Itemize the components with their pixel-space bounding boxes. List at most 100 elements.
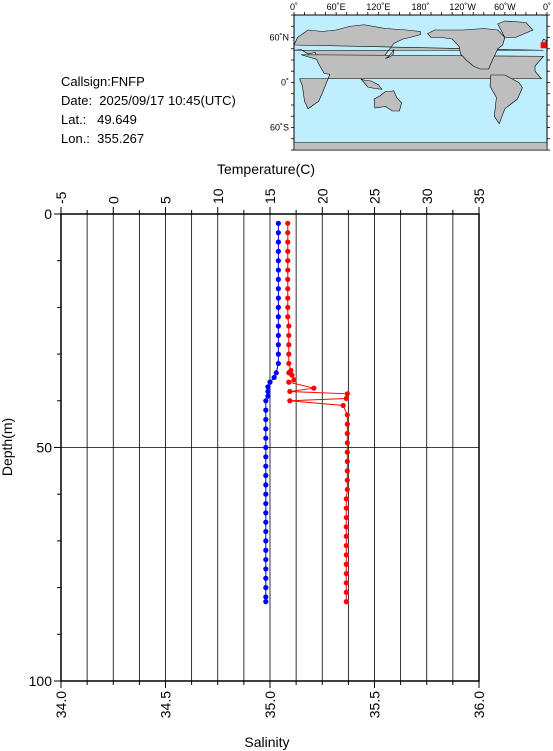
- temperature-point: [286, 332, 292, 339]
- temperature-point: [344, 486, 350, 493]
- salinity-point: [275, 342, 281, 348]
- temperature-point: [343, 496, 349, 502]
- salinity-point: [263, 556, 269, 563]
- temperature-point: [287, 388, 293, 395]
- temperature-point: [344, 458, 350, 465]
- salinity-point: [265, 388, 271, 395]
- map-lon-label: 60˚E: [327, 2, 346, 12]
- salinity-point: [265, 393, 271, 399]
- map-lat-label: 60˚N: [269, 33, 289, 43]
- salinity-point: [263, 575, 269, 581]
- temperature-point: [286, 379, 292, 385]
- salinity-point: [273, 370, 279, 376]
- temperature-point: [285, 258, 291, 264]
- salinity-point: [263, 444, 269, 451]
- temperature-tick-label: -5: [53, 191, 69, 204]
- salinity-point: [275, 323, 281, 329]
- temperature-tick-label: 25: [367, 188, 383, 204]
- temperature-series: [285, 220, 350, 605]
- salinity-point: [263, 594, 269, 600]
- temperature-point: [343, 505, 349, 511]
- salinity-point: [275, 258, 281, 264]
- salinity-point: [275, 248, 281, 254]
- salinity-point: [263, 491, 269, 497]
- salinity-point: [275, 239, 281, 245]
- temperature-point: [343, 542, 349, 549]
- date-text: Date: 2025/09/17 10:45(UTC): [61, 93, 236, 108]
- map-lat-label: 60˚S: [270, 123, 289, 133]
- salinity-point: [263, 463, 269, 469]
- map-frame: [291, 12, 550, 151]
- land-mass: [360, 78, 383, 90]
- map-lon-labels: 0˚ 60˚E 120˚E 180˚ 120˚W 60˚W 0˚: [290, 2, 551, 12]
- temperature-tick-label: 20: [314, 188, 330, 204]
- depth-tick-label: 100: [29, 673, 53, 689]
- salinity-point: [263, 416, 269, 423]
- salinity-point: [265, 384, 271, 390]
- series-layer: [263, 220, 350, 605]
- temperature-point: [343, 561, 349, 567]
- temperature-point: [340, 402, 346, 409]
- salinity-point: [275, 267, 281, 273]
- temperature-point: [344, 477, 350, 483]
- depth-axis: 0 50 100: [29, 206, 61, 689]
- salinity-point: [263, 599, 269, 605]
- map-lon-label: 120˚E: [366, 2, 390, 12]
- map-lon-label: 0˚: [543, 2, 551, 12]
- temperature-point: [287, 398, 293, 404]
- temperature-tick-label: 15: [262, 188, 278, 204]
- map-lon-label: 60˚W: [494, 2, 516, 12]
- temperature-tick-label: 5: [158, 196, 174, 204]
- map-lon-label: 120˚W: [449, 2, 476, 12]
- temperature-point: [285, 220, 291, 226]
- temperature-point: [285, 314, 291, 320]
- salinity-tick-label: 34.5: [158, 691, 174, 718]
- temperature-point: [343, 552, 349, 558]
- temperature-tick-label: 30: [419, 188, 435, 204]
- salinity-series: [263, 220, 281, 605]
- temperature-point: [285, 304, 291, 310]
- temperature-tick-label: 10: [210, 188, 226, 204]
- temperature-point: [285, 286, 291, 292]
- temperature-point: [344, 412, 350, 418]
- temperature-point: [289, 372, 295, 378]
- temperature-point: [344, 449, 350, 455]
- temperature-point: [285, 230, 291, 236]
- temperature-point: [344, 430, 350, 437]
- map-lon-label: 180˚: [411, 2, 429, 12]
- salinity-point: [275, 220, 281, 226]
- temperature-point: [344, 468, 350, 474]
- salinity-tick-label: 35.5: [367, 691, 383, 718]
- temperature-point: [311, 385, 317, 391]
- salinity-point: [263, 528, 269, 535]
- land-mass: [489, 74, 523, 125]
- salinity-point: [275, 230, 281, 236]
- temperature-axis-label: Temperature(C): [217, 161, 315, 177]
- temperature-point: [343, 514, 349, 521]
- temperature-tick-label: 0: [105, 196, 121, 204]
- temperature-point: [343, 524, 349, 530]
- lat-text: Lat.: 49.649: [61, 112, 137, 127]
- salinity-point: [263, 472, 269, 479]
- temperature-axis: -5 0 5 10 15 20 25 30 35: [53, 188, 487, 214]
- salinity-point: [263, 454, 269, 460]
- station-info: Callsign:FNFP Date: 2025/09/17 10:45(UTC…: [61, 72, 236, 148]
- map-lat-label: 0˚: [281, 78, 289, 88]
- temperature-point: [291, 377, 297, 383]
- salinity-point: [263, 407, 269, 413]
- salinity-point: [263, 566, 269, 572]
- salinity-point: [263, 585, 269, 591]
- salinity-point: [275, 351, 281, 357]
- salinity-point: [267, 379, 273, 385]
- temperature-point: [344, 440, 350, 446]
- salinity-point: [263, 500, 269, 507]
- temperature-point: [286, 351, 292, 357]
- temperature-tick-label: 35: [471, 188, 487, 204]
- salinity-point: [263, 519, 269, 525]
- salinity-point: [275, 276, 281, 282]
- temperature-point: [344, 391, 350, 397]
- temperature-point: [285, 295, 291, 301]
- temperature-point: [285, 239, 291, 245]
- map-lat-labels: 60˚N 0˚ 60˚S: [269, 33, 289, 133]
